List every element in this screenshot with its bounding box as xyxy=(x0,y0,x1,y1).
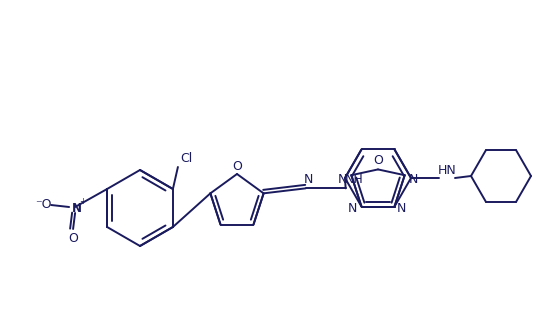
Text: O: O xyxy=(68,233,78,246)
Text: N: N xyxy=(409,173,419,186)
Text: +: + xyxy=(80,197,86,206)
Text: N: N xyxy=(304,173,314,186)
Text: O: O xyxy=(232,160,242,174)
Text: N: N xyxy=(338,173,347,186)
Text: N: N xyxy=(72,203,82,216)
Text: NH: NH xyxy=(345,173,363,186)
Text: N: N xyxy=(348,202,357,215)
Text: HN: HN xyxy=(437,164,456,176)
Text: Cl: Cl xyxy=(180,152,192,166)
Text: N: N xyxy=(397,202,406,215)
Text: ⁻O: ⁻O xyxy=(35,198,51,211)
Text: O: O xyxy=(373,154,383,167)
